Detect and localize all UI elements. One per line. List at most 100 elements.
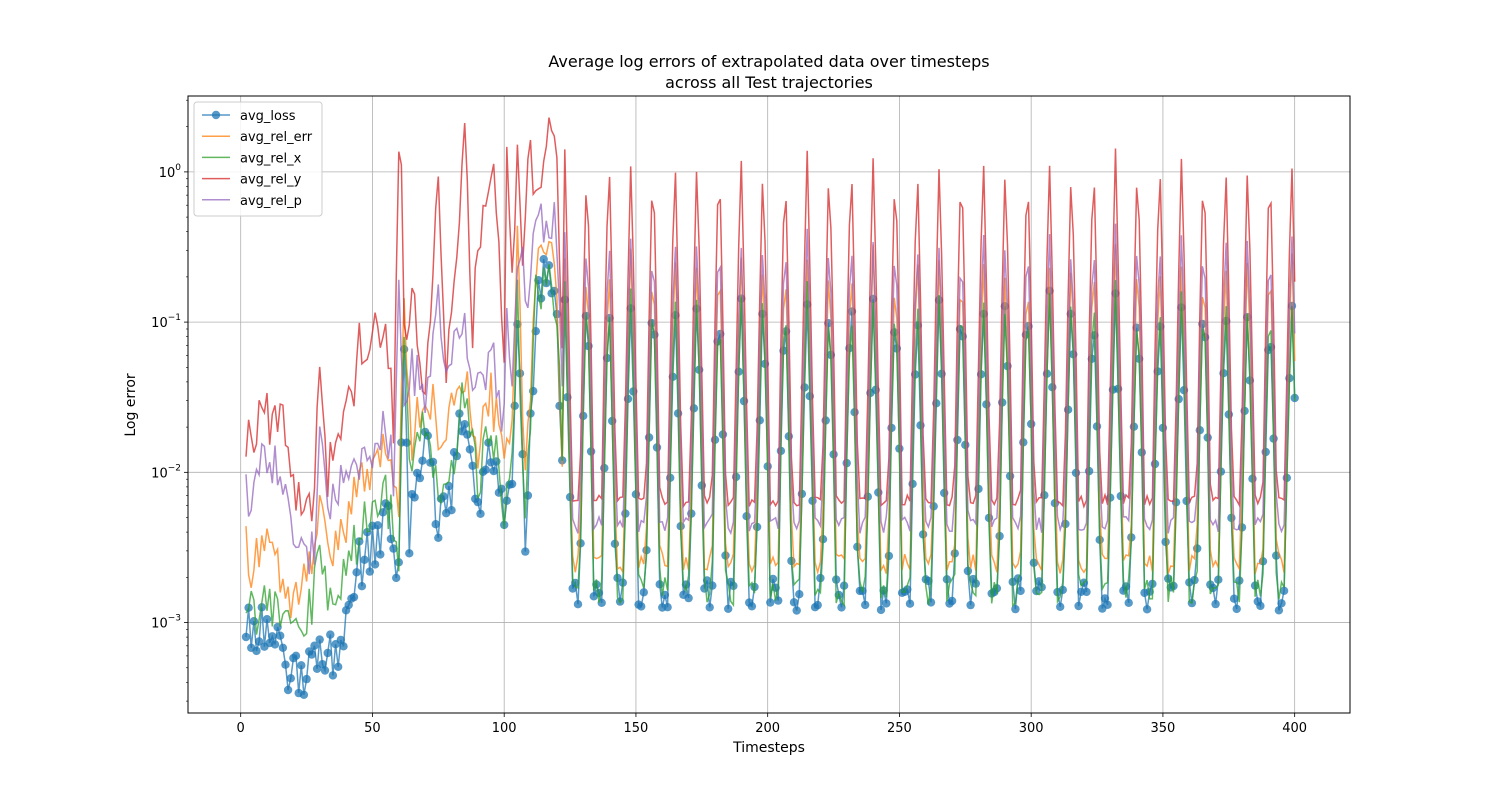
data-point: [639, 588, 648, 597]
legend-item-avg-rel-p: avg_rel_p: [202, 194, 302, 209]
data-point: [254, 637, 264, 646]
legend: avg_loss avg_rel_err avg_rel_x avg_rel_yavg…: [193, 101, 323, 217]
y-tick-label: 10−1: [151, 313, 181, 331]
data-point: [594, 588, 604, 598]
data-point: [481, 465, 490, 474]
data-point: [573, 600, 583, 609]
data-point: [507, 479, 517, 489]
data-point: [262, 615, 272, 624]
legend-item-avg-rel-x: avg_rel_x: [202, 151, 302, 166]
data-point: [476, 509, 485, 518]
data-point: [460, 420, 469, 429]
data-point: [241, 632, 251, 642]
data-point: [376, 550, 385, 559]
data-point: [497, 484, 506, 493]
data-point: [1142, 605, 1152, 614]
data-point: [1211, 599, 1220, 609]
data-point: [1056, 602, 1065, 611]
x-tick-label: 350: [1151, 721, 1176, 736]
data-point: [307, 650, 316, 659]
data-point: [373, 521, 382, 530]
data-point: [1103, 600, 1112, 609]
data-point: [816, 573, 825, 583]
legend-box: [193, 101, 323, 217]
data-point: [766, 598, 775, 607]
data-point: [789, 598, 799, 607]
data-point: [1277, 599, 1286, 608]
data-point: [320, 666, 330, 675]
data-point: [747, 602, 757, 611]
series-line-avg-rel-x: [245, 264, 1296, 638]
x-tick-label: 100: [492, 721, 517, 736]
data-point: [1121, 582, 1131, 591]
chart-title-line2: across all Test trajectories: [665, 73, 873, 92]
data-point: [439, 492, 448, 501]
data-point: [405, 549, 414, 558]
data-point: [724, 604, 733, 613]
data-point: [861, 600, 870, 610]
data-point: [1274, 606, 1284, 615]
data-point: [326, 630, 335, 639]
data-point: [283, 685, 293, 695]
data-point: [431, 520, 440, 529]
data-point: [947, 596, 957, 606]
data-point: [1074, 601, 1083, 611]
data-point: [365, 567, 374, 576]
x-tick-label: 400: [1282, 721, 1307, 736]
data-point: [1058, 585, 1068, 595]
data-point: [291, 651, 301, 660]
data-point: [468, 461, 477, 470]
data-point: [465, 445, 475, 454]
data-point: [905, 599, 915, 608]
legend-label: avg_rel_x: [240, 151, 302, 166]
legend-item-avg-rel-err: avg_rel_err: [202, 130, 313, 145]
data-point: [344, 600, 353, 610]
data-point: [268, 632, 277, 641]
data-point: [428, 457, 438, 467]
series-line-avg-rel-p: [245, 202, 1296, 575]
data-point: [708, 581, 717, 590]
data-point: [502, 496, 511, 505]
data-point: [281, 660, 290, 669]
data-point: [270, 640, 280, 649]
data-point: [1232, 604, 1241, 614]
data-point: [302, 674, 311, 684]
data-point: [489, 466, 498, 476]
data-point: [1100, 594, 1110, 603]
x-tick-label: 150: [624, 721, 649, 736]
data-point: [1124, 598, 1133, 607]
data-point: [252, 646, 261, 656]
x-tick-label: 50: [364, 721, 381, 736]
x-tick-label: 250: [887, 721, 912, 736]
data-point: [349, 592, 359, 602]
data-point: [323, 648, 332, 658]
data-point: [663, 603, 672, 612]
x-axis-ticks: 0 50 100 150 200 250 300 350 400: [237, 713, 1307, 736]
y-tick-label: 10−2: [151, 463, 181, 481]
data-point: [310, 641, 319, 650]
data-point: [705, 603, 714, 612]
data-point: [963, 566, 973, 576]
data-point: [539, 255, 548, 264]
data-point: [360, 555, 369, 564]
data-point: [792, 606, 801, 615]
data-point: [352, 568, 361, 577]
data-point: [795, 590, 804, 599]
data-point: [447, 506, 456, 515]
data-point: [966, 600, 975, 610]
data-point: [276, 631, 285, 640]
data-point: [299, 690, 309, 699]
series-layer: [241, 117, 1299, 699]
data-point: [876, 605, 886, 615]
data-point: [328, 671, 338, 680]
data-point: [415, 473, 425, 483]
data-point: [278, 643, 288, 652]
data-point: [813, 600, 822, 610]
data-point: [700, 584, 709, 593]
legend-item-avg-rel-y: avg_rel_y: [202, 173, 302, 188]
data-point: [286, 674, 295, 683]
data-point: [1229, 594, 1239, 603]
y-tick-label: 10−3: [151, 614, 181, 632]
